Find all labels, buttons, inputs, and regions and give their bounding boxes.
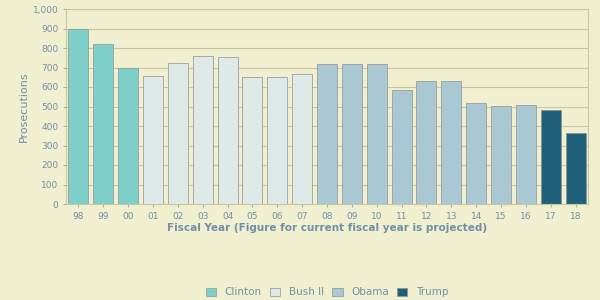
Bar [491, 106, 511, 204]
Bar [143, 76, 163, 204]
Bar [466, 103, 486, 204]
Bar [392, 90, 412, 204]
Bar [94, 44, 113, 204]
Legend: Clinton, Bush II, Obama, Trump: Clinton, Bush II, Obama, Trump [202, 283, 452, 300]
Bar [541, 110, 560, 204]
Bar [566, 133, 586, 204]
Bar [242, 77, 262, 204]
Bar [416, 81, 436, 204]
Bar [218, 57, 238, 204]
Bar [168, 63, 188, 204]
Bar [367, 64, 386, 204]
Bar [516, 104, 536, 204]
Bar [268, 77, 287, 204]
Bar [118, 68, 138, 204]
Bar [442, 81, 461, 204]
Bar [193, 56, 212, 204]
Bar [317, 64, 337, 204]
Bar [342, 64, 362, 204]
Bar [292, 74, 312, 204]
Y-axis label: Prosecutions: Prosecutions [19, 71, 28, 142]
X-axis label: Fiscal Year (Figure for current fiscal year is projected): Fiscal Year (Figure for current fiscal y… [167, 224, 487, 233]
Bar [68, 28, 88, 204]
